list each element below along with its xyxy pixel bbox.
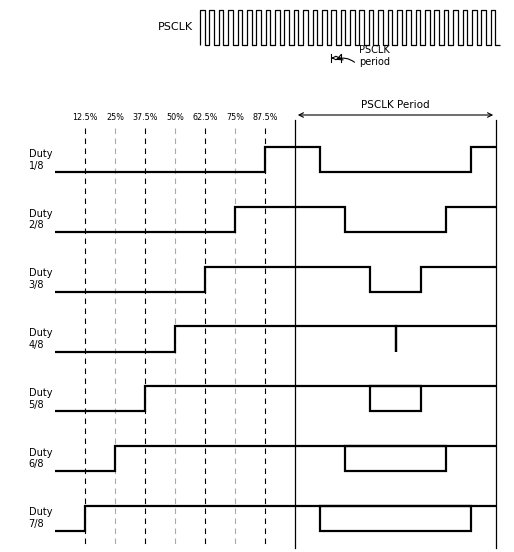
Text: Duty
7/8: Duty 7/8 xyxy=(28,507,52,529)
Text: Duty
5/8: Duty 5/8 xyxy=(28,388,52,410)
Text: Duty
6/8: Duty 6/8 xyxy=(28,448,52,469)
Text: Duty
1/8: Duty 1/8 xyxy=(28,149,52,171)
Text: PSCLK Period: PSCLK Period xyxy=(361,100,430,110)
Text: Duty
2/8: Duty 2/8 xyxy=(28,209,52,230)
Text: 50%: 50% xyxy=(166,113,184,122)
Text: 25%: 25% xyxy=(106,113,124,122)
Text: PSCLK
period: PSCLK period xyxy=(359,45,390,67)
Text: Duty
3/8: Duty 3/8 xyxy=(28,268,52,290)
Text: 75%: 75% xyxy=(226,113,244,122)
Text: 62.5%: 62.5% xyxy=(192,113,218,122)
Text: 37.5%: 37.5% xyxy=(132,113,158,122)
Text: Duty
4/8: Duty 4/8 xyxy=(28,328,52,350)
Text: PSCLK: PSCLK xyxy=(158,23,193,33)
Text: 87.5%: 87.5% xyxy=(252,113,278,122)
Text: 12.5%: 12.5% xyxy=(72,113,98,122)
